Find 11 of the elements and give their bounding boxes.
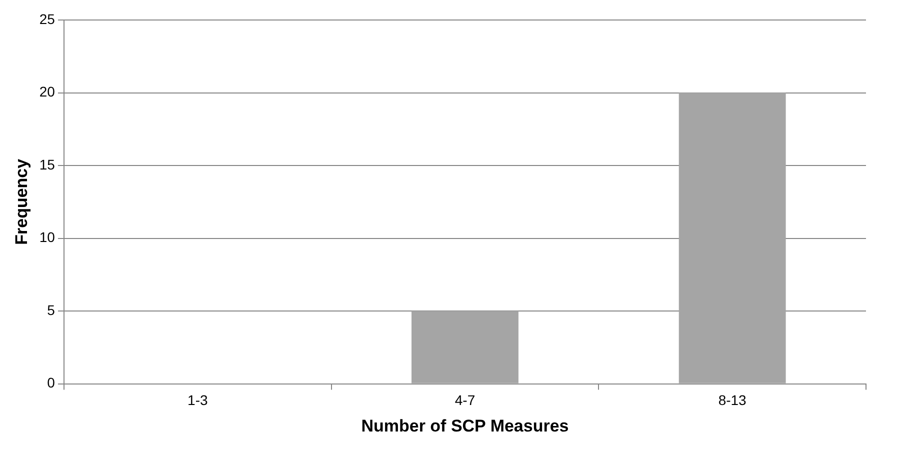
y-tick-label: 0	[47, 374, 56, 391]
y-tick-label: 10	[39, 229, 56, 246]
x-tick-label: 1-3	[188, 392, 208, 408]
y-tick-label: 20	[39, 84, 56, 100]
y-tick-label: 15	[39, 156, 56, 172]
x-tick-label: 8-13	[718, 392, 747, 408]
y-tick-label: 5	[47, 302, 56, 318]
x-tick-label: 4-7	[454, 392, 476, 408]
y-axis-title: Frequency	[12, 158, 31, 245]
x-axis-title: Number of SCP Measures	[361, 416, 569, 436]
y-tick-label: 25	[39, 10, 56, 27]
